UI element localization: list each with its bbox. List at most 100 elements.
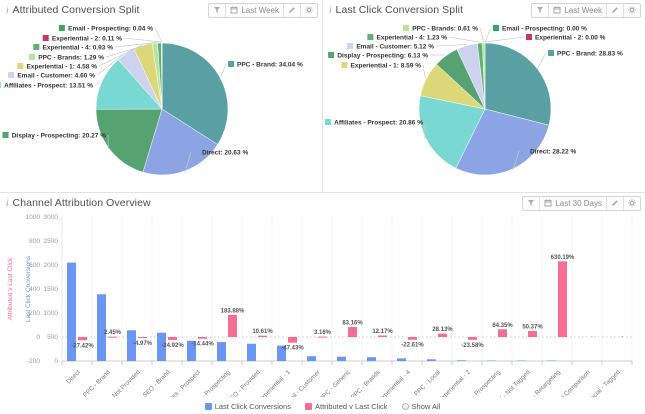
svg-text:Experiential - 2: 0.11 %: Experiential - 2: 0.11 %: [52, 36, 122, 43]
date-range-button[interactable]: Last 30 Days: [539, 196, 606, 210]
calendar-icon: [553, 6, 561, 14]
svg-text:2.45%: 2.45%: [104, 330, 122, 336]
svg-text:3000: 3000: [44, 214, 59, 221]
svg-text:PPC - Local: PPC - Local: [413, 369, 442, 397]
svg-text:Direct: Direct: [65, 369, 82, 386]
settings-button[interactable]: [623, 196, 640, 210]
info-icon: i: [6, 5, 9, 15]
panel-last-click-conversion-split: i Last Click Conversion Split Last Week: [323, 0, 645, 192]
svg-text:-: -: [591, 333, 593, 340]
panel-controls: Last Week: [531, 2, 641, 18]
svg-text:-22.61%: -22.61%: [401, 343, 424, 349]
svg-text:Email - Customer: 4.60 %: Email - Customer: 4.60 %: [17, 73, 95, 80]
svg-text:12.17%: 12.17%: [372, 329, 393, 335]
svg-text:50.37%: 50.37%: [522, 324, 543, 330]
gear-icon: [628, 6, 636, 14]
channel-attribution-bar-chart[interactable]: 1000 800 600 400 200 0 -200 3000 2500 2000 1500 100…: [0, 211, 645, 414]
svg-text:200: 200: [29, 310, 40, 317]
svg-text:Experiential - 2: 0.00 %: Experiential - 2: 0.00 %: [535, 35, 606, 42]
date-range-button[interactable]: Last Week: [548, 3, 606, 17]
svg-text:183.88%: 183.88%: [221, 308, 245, 314]
svg-text:500: 500: [47, 334, 58, 341]
panel-channel-attribution-overview: i Channel Attribution Overview Last 30 D…: [0, 193, 645, 414]
svg-text:SEO - Brand: SEO - Brand: [142, 369, 173, 397]
svg-text:1500: 1500: [44, 286, 59, 293]
svg-text:PPC - Brands: PPC - Brands: [350, 369, 382, 397]
filter-button[interactable]: [209, 4, 225, 17]
svg-text:SEO - Provided: SEO - Provided: [226, 369, 262, 397]
calendar-icon: [544, 199, 552, 207]
panel-header: i Channel Attribution Overview Last 30 D…: [0, 193, 645, 211]
svg-text:28.13%: 28.13%: [432, 327, 453, 333]
svg-text:400: 400: [29, 286, 40, 293]
show-all-radio[interactable]: Show All: [401, 401, 441, 411]
svg-text:-14.44%: -14.44%: [191, 342, 214, 348]
date-range-button[interactable]: Last Week: [225, 3, 283, 17]
edit-button[interactable]: [606, 196, 623, 210]
legend-item-attributed-v-last-click[interactable]: Attributed v Last Click: [304, 401, 388, 411]
svg-text:-47.43%: -47.43%: [281, 346, 304, 352]
panel-controls: Last 30 Days: [522, 195, 641, 211]
legend-label: Attributed v Last Click: [314, 401, 388, 411]
svg-text:Last Click Conversions: Last Click Conversions: [25, 255, 32, 322]
svg-text:800: 800: [29, 238, 40, 245]
radio-icon: [401, 402, 409, 410]
svg-text:-200: -200: [27, 358, 40, 365]
calendar-icon: [230, 6, 238, 14]
pencil-icon: [612, 200, 618, 206]
panel-controls: Last Week: [208, 2, 318, 18]
funnel-icon: [214, 7, 221, 13]
filter-button[interactable]: [523, 197, 539, 210]
panel-header: i Attributed Conversion Split Last Week: [0, 0, 322, 18]
svg-text:Direct: 20.63 %: Direct: 20.63 %: [202, 150, 248, 157]
svg-text:PPC - Brands: 0.61 %: PPC - Brands: 0.61 %: [412, 26, 478, 33]
settings-button[interactable]: [300, 3, 317, 17]
edit-button[interactable]: [283, 3, 300, 17]
svg-text:Experiential - 1: Experiential - 1: [257, 369, 292, 397]
svg-text:3.16%: 3.16%: [314, 330, 332, 336]
svg-text:1000: 1000: [26, 214, 41, 221]
svg-text:Experiential - 1: 8.59 %: Experiential - 1: 8.59 %: [351, 63, 422, 70]
svg-text:630.19%: 630.19%: [551, 255, 575, 261]
legend-label: Last Click Conversions: [214, 401, 291, 411]
svg-text:2000: 2000: [44, 262, 59, 269]
svg-text:-4.97%: -4.97%: [133, 341, 153, 347]
svg-text:Experiential - 1: 4.58 %: Experiential - 1: 4.58 %: [27, 64, 98, 71]
svg-text:-24.92%: -24.92%: [161, 343, 184, 349]
svg-text:-27.42%: -27.42%: [71, 343, 94, 349]
svg-text:PPC - Brand: PPC - Brand: [82, 369, 112, 397]
svg-text:1000: 1000: [44, 310, 59, 317]
attributed-conversion-pie-chart[interactable]: PPC - Brand: 34.04 % Direct: 20.63 % Displ…: [0, 18, 322, 192]
pencil-icon: [289, 7, 295, 13]
show-all-label: Show All: [411, 401, 441, 411]
svg-text:PPC - Brand: 28.83 %: PPC - Brand: 28.83 %: [557, 51, 623, 58]
svg-text:64.35%: 64.35%: [492, 323, 513, 329]
chart-legend: Last Click Conversions Attributed v Last…: [0, 400, 645, 412]
legend-swatch-blue: [204, 402, 212, 410]
svg-text:0: 0: [36, 334, 40, 341]
panel-header: i Last Click Conversion Split Last Week: [323, 0, 645, 18]
top-row: i Attributed Conversion Split Last Week: [0, 0, 645, 192]
svg-text:PPC - Brands: 1.29 %: PPC - Brands: 1.29 %: [38, 55, 104, 62]
date-range-label: Last 30 Days: [555, 198, 602, 208]
svg-text:Email - Prospecting: 0.00 %: Email - Prospecting: 0.00 %: [502, 26, 587, 33]
svg-text:Affiliates - Prospect: 13.51 %: Affiliates - Prospect: 13.51 %: [4, 83, 93, 90]
filter-button[interactable]: [532, 4, 548, 17]
svg-text:Attributed v Last Click: Attributed v Last Click: [7, 257, 14, 321]
svg-text:600: 600: [29, 262, 40, 269]
edit-button[interactable]: [606, 3, 623, 17]
svg-text:2500: 2500: [44, 238, 59, 245]
svg-text:10.61%: 10.61%: [252, 329, 273, 335]
info-icon: i: [6, 198, 9, 208]
last-click-conversion-pie-chart[interactable]: PPC - Brand: 28.83 % Direct: 28.22 % Affil…: [323, 18, 645, 192]
legend-item-last-click-conversions[interactable]: Last Click Conversions: [204, 401, 291, 411]
settings-button[interactable]: [623, 3, 640, 17]
panel-attributed-conversion-split: i Attributed Conversion Split Last Week: [0, 0, 322, 192]
svg-text:83.16%: 83.16%: [342, 321, 363, 327]
gear-icon: [628, 199, 636, 207]
svg-text:PPC - Generic: PPC - Generic: [318, 369, 352, 397]
svg-text:-: -: [621, 333, 623, 340]
gear-icon: [305, 6, 313, 14]
svg-text:Display - Prospecting: 6.13 %: Display - Prospecting: 6.13 %: [337, 53, 428, 60]
